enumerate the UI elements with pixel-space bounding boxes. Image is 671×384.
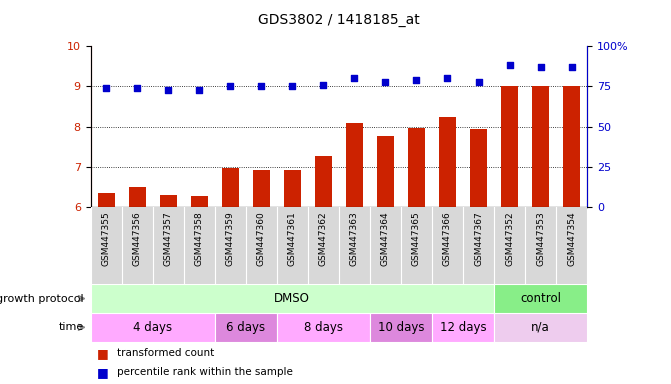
Bar bbox=[253, 170, 270, 207]
Bar bbox=[432, 313, 494, 342]
Text: GSM447356: GSM447356 bbox=[133, 211, 142, 266]
Point bbox=[504, 62, 515, 68]
Text: GSM447363: GSM447363 bbox=[350, 211, 359, 266]
Text: GSM447352: GSM447352 bbox=[505, 211, 514, 266]
Bar bbox=[494, 284, 587, 313]
Point bbox=[225, 83, 236, 89]
Text: GSM447354: GSM447354 bbox=[567, 211, 576, 266]
Point bbox=[256, 83, 266, 89]
Text: GSM447358: GSM447358 bbox=[195, 211, 204, 266]
Text: GDS3802 / 1418185_at: GDS3802 / 1418185_at bbox=[258, 13, 420, 27]
Point bbox=[194, 86, 205, 93]
Point bbox=[101, 85, 111, 91]
Point bbox=[132, 85, 142, 91]
Text: ■: ■ bbox=[97, 366, 109, 379]
Text: growth protocol: growth protocol bbox=[0, 293, 84, 304]
Bar bbox=[315, 156, 332, 207]
Text: GSM447361: GSM447361 bbox=[288, 211, 297, 266]
Text: transformed count: transformed count bbox=[117, 348, 215, 358]
Text: GSM447353: GSM447353 bbox=[536, 211, 545, 266]
Text: time: time bbox=[58, 322, 84, 333]
Bar bbox=[408, 127, 425, 207]
Bar bbox=[439, 117, 456, 207]
Bar bbox=[91, 313, 215, 342]
Bar bbox=[191, 196, 208, 207]
Bar bbox=[284, 170, 301, 207]
Point bbox=[473, 78, 484, 84]
Text: 6 days: 6 days bbox=[226, 321, 265, 334]
Text: control: control bbox=[520, 292, 561, 305]
Bar bbox=[563, 86, 580, 207]
Bar bbox=[91, 284, 494, 313]
Text: GSM447359: GSM447359 bbox=[225, 211, 235, 266]
Point bbox=[411, 77, 422, 83]
Text: n/a: n/a bbox=[531, 321, 550, 334]
Text: GSM447365: GSM447365 bbox=[412, 211, 421, 266]
Text: ■: ■ bbox=[97, 347, 109, 360]
Bar bbox=[501, 86, 518, 207]
Text: GSM447357: GSM447357 bbox=[164, 211, 172, 266]
Point bbox=[380, 78, 391, 84]
Text: 8 days: 8 days bbox=[304, 321, 343, 334]
Text: GSM447355: GSM447355 bbox=[101, 211, 111, 266]
Text: DMSO: DMSO bbox=[274, 292, 310, 305]
Point bbox=[349, 75, 360, 81]
Bar bbox=[377, 136, 394, 207]
Point bbox=[566, 64, 577, 70]
Bar bbox=[160, 195, 176, 207]
Point bbox=[535, 64, 546, 70]
Bar bbox=[532, 86, 549, 207]
Bar bbox=[277, 313, 370, 342]
Text: 4 days: 4 days bbox=[133, 321, 172, 334]
Text: percentile rank within the sample: percentile rank within the sample bbox=[117, 367, 293, 377]
Bar bbox=[97, 193, 115, 207]
Bar bbox=[129, 187, 146, 207]
Bar bbox=[215, 313, 277, 342]
Bar bbox=[346, 124, 363, 207]
Text: GSM447364: GSM447364 bbox=[381, 211, 390, 266]
Text: 12 days: 12 days bbox=[440, 321, 486, 334]
Point bbox=[318, 82, 329, 88]
Bar bbox=[470, 129, 487, 207]
Bar bbox=[370, 313, 432, 342]
Bar bbox=[221, 168, 239, 207]
Point bbox=[163, 86, 174, 93]
Bar bbox=[494, 313, 587, 342]
Point bbox=[287, 83, 298, 89]
Text: GSM447360: GSM447360 bbox=[257, 211, 266, 266]
Text: GSM447367: GSM447367 bbox=[474, 211, 483, 266]
Text: 10 days: 10 days bbox=[378, 321, 424, 334]
Text: GSM447362: GSM447362 bbox=[319, 211, 328, 266]
Text: GSM447366: GSM447366 bbox=[443, 211, 452, 266]
Point bbox=[442, 75, 453, 81]
